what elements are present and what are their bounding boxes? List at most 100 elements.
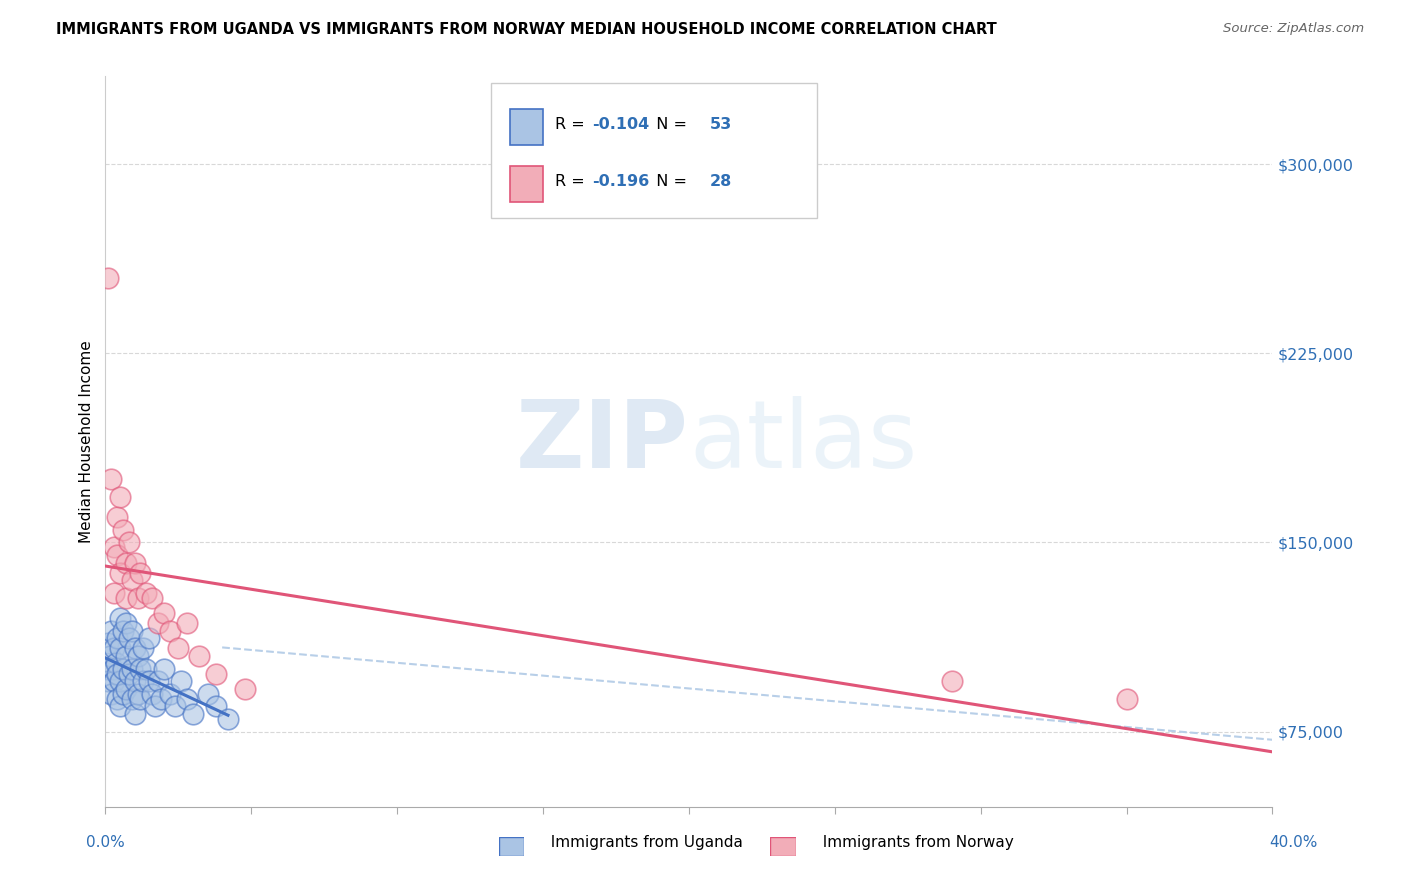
Point	[115, 616, 138, 631]
Point	[115, 591, 138, 605]
Point	[124, 641, 146, 656]
Point	[141, 591, 163, 605]
Point	[132, 641, 155, 656]
Point	[103, 674, 125, 689]
Point	[187, 648, 209, 663]
Point	[101, 661, 124, 675]
Text: R =: R =	[555, 118, 589, 132]
Point	[159, 624, 181, 638]
Point	[111, 624, 134, 638]
Point	[124, 706, 146, 721]
Point	[176, 616, 198, 631]
Point	[217, 712, 239, 726]
Text: R =: R =	[555, 174, 589, 189]
Point	[138, 674, 160, 689]
Point	[103, 586, 125, 600]
Point	[129, 691, 152, 706]
Point	[100, 472, 122, 486]
Point	[98, 648, 121, 663]
Point	[129, 661, 152, 675]
Point	[176, 691, 198, 706]
Point	[103, 541, 125, 555]
Point	[108, 611, 131, 625]
Point	[159, 687, 181, 701]
Text: ZIP: ZIP	[516, 395, 689, 488]
Text: Source: ZipAtlas.com: Source: ZipAtlas.com	[1223, 22, 1364, 36]
Point	[1115, 691, 1137, 706]
Point	[165, 699, 187, 714]
Point	[146, 616, 169, 631]
Point	[153, 661, 174, 675]
Text: Immigrants from Norway: Immigrants from Norway	[813, 836, 1014, 850]
Point	[118, 632, 141, 646]
Point	[105, 691, 128, 706]
Text: -0.104: -0.104	[592, 118, 650, 132]
Point	[132, 674, 155, 689]
Point	[111, 523, 134, 537]
Text: 53: 53	[710, 118, 733, 132]
Point	[115, 648, 138, 663]
Point	[100, 687, 122, 701]
Point	[96, 661, 118, 675]
Point	[138, 632, 160, 646]
Point	[124, 556, 146, 570]
Point	[108, 566, 131, 580]
Point	[127, 687, 149, 701]
Point	[97, 674, 120, 689]
Point	[124, 674, 146, 689]
Text: 28: 28	[710, 174, 733, 189]
Point	[108, 641, 131, 656]
Text: IMMIGRANTS FROM UGANDA VS IMMIGRANTS FROM NORWAY MEDIAN HOUSEHOLD INCOME CORRELA: IMMIGRANTS FROM UGANDA VS IMMIGRANTS FRO…	[56, 22, 997, 37]
Point	[121, 624, 143, 638]
Point	[121, 661, 143, 675]
Point	[105, 632, 128, 646]
Text: 0.0%: 0.0%	[86, 836, 125, 850]
Point	[170, 674, 193, 689]
Point	[941, 674, 963, 689]
Point	[135, 586, 157, 600]
Text: atlas: atlas	[689, 395, 917, 488]
Text: N =: N =	[645, 174, 692, 189]
Point	[127, 591, 149, 605]
Text: N =: N =	[645, 118, 692, 132]
Point	[103, 641, 125, 656]
Text: 40.0%: 40.0%	[1270, 836, 1317, 850]
Point	[121, 691, 143, 706]
Point	[181, 706, 204, 721]
Point	[127, 648, 149, 663]
Point	[143, 699, 166, 714]
Point	[205, 699, 228, 714]
Bar	[510, 109, 543, 145]
Point	[118, 535, 141, 549]
Point	[105, 548, 128, 562]
Point	[97, 270, 120, 285]
Point	[100, 624, 122, 638]
Point	[149, 691, 172, 706]
Point	[235, 681, 257, 696]
Point	[97, 636, 120, 650]
FancyBboxPatch shape	[491, 83, 817, 219]
Point	[167, 641, 190, 656]
Point	[104, 657, 127, 671]
Point	[105, 666, 128, 681]
Point	[111, 687, 134, 701]
Point	[197, 687, 219, 701]
Point	[108, 674, 131, 689]
Point	[141, 687, 163, 701]
Y-axis label: Median Household Income: Median Household Income	[79, 340, 94, 543]
Bar	[510, 166, 543, 202]
Point	[105, 510, 128, 524]
Point	[135, 661, 157, 675]
Text: Immigrants from Uganda: Immigrants from Uganda	[541, 836, 744, 850]
Point	[129, 566, 152, 580]
Point	[205, 666, 228, 681]
Point	[111, 661, 134, 675]
Point	[153, 606, 174, 620]
Point	[115, 556, 138, 570]
Point	[108, 490, 131, 504]
Point	[121, 574, 143, 588]
Point	[146, 674, 169, 689]
Text: -0.196: -0.196	[592, 174, 650, 189]
Point	[118, 666, 141, 681]
Point	[115, 681, 138, 696]
